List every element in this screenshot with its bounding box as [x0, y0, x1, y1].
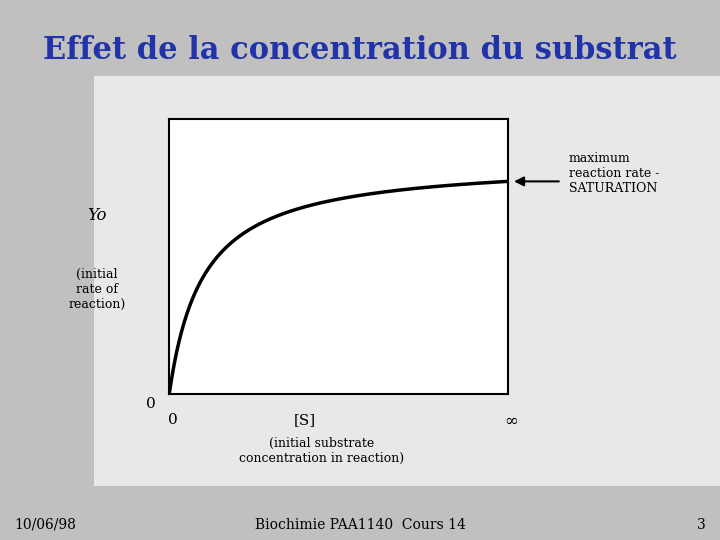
Text: Yo: Yo [87, 207, 107, 224]
Text: ∞: ∞ [504, 413, 518, 430]
Text: (initial substrate
concentration in reaction): (initial substrate concentration in reac… [239, 437, 404, 465]
Text: Effet de la concentration du substrat: Effet de la concentration du substrat [43, 35, 677, 66]
Text: 0: 0 [168, 413, 178, 427]
Text: maximum
reaction rate -
SATURATION: maximum reaction rate - SATURATION [569, 152, 660, 195]
Text: Biochimie PAA1140  Cours 14: Biochimie PAA1140 Cours 14 [255, 518, 465, 532]
Text: [S]: [S] [294, 413, 315, 427]
Text: 0: 0 [146, 397, 156, 411]
Text: 3: 3 [697, 518, 706, 532]
Text: 10/06/98: 10/06/98 [14, 518, 76, 532]
Text: (initial
rate of
reaction): (initial rate of reaction) [68, 268, 126, 311]
